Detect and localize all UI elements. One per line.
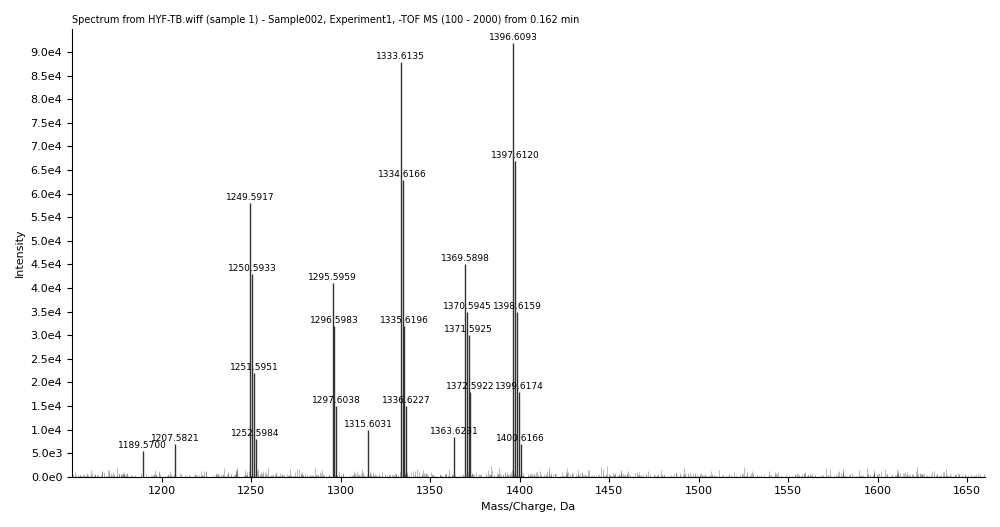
Text: 1296.5983: 1296.5983 (310, 316, 359, 325)
Text: 1249.5917: 1249.5917 (226, 193, 275, 202)
Text: 1397.6120: 1397.6120 (491, 151, 540, 160)
Text: Spectrum from HYF-TB.wiff (sample 1) - Sample002, Experiment1, -TOF MS (100 - 20: Spectrum from HYF-TB.wiff (sample 1) - S… (72, 15, 579, 25)
Text: 1363.6231: 1363.6231 (430, 427, 479, 436)
Text: 1252.5984: 1252.5984 (231, 429, 280, 438)
Text: 1370.5945: 1370.5945 (443, 301, 491, 310)
Text: 1250.5933: 1250.5933 (228, 264, 276, 273)
Text: 1334.6166: 1334.6166 (378, 170, 427, 179)
Text: 1398.6159: 1398.6159 (493, 301, 542, 310)
Text: 1333.6135: 1333.6135 (376, 52, 425, 61)
Text: 1369.5898: 1369.5898 (441, 255, 490, 264)
Text: 1251.5951: 1251.5951 (230, 363, 278, 372)
X-axis label: Mass/Charge, Da: Mass/Charge, Da (481, 502, 576, 512)
Text: 1399.6174: 1399.6174 (495, 382, 543, 391)
Text: 1315.6031: 1315.6031 (344, 419, 393, 428)
Y-axis label: Intensity: Intensity (15, 228, 25, 277)
Text: 1207.5821: 1207.5821 (151, 434, 199, 443)
Text: 1400.6166: 1400.6166 (496, 434, 545, 443)
Text: 1297.6038: 1297.6038 (312, 396, 361, 405)
Text: 1189.5700: 1189.5700 (118, 441, 167, 450)
Text: 1371.5925: 1371.5925 (444, 325, 493, 334)
Text: 1372.5922: 1372.5922 (446, 382, 495, 391)
Text: 1295.5959: 1295.5959 (308, 274, 357, 282)
Text: 1335.6196: 1335.6196 (380, 316, 429, 325)
Text: 1336.6227: 1336.6227 (382, 396, 430, 405)
Text: 1396.6093: 1396.6093 (489, 33, 538, 42)
